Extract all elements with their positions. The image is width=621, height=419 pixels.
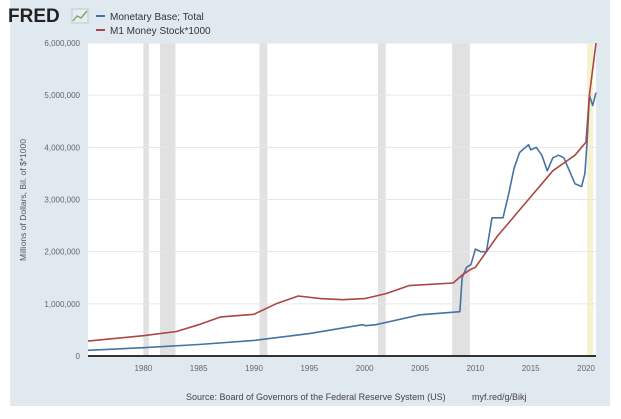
x-tick-label: 1980 [134,364,152,373]
x-tick-label: 2010 [466,364,484,373]
source-text: Source: Board of Governors of the Federa… [186,392,446,402]
m1-money-stock-line [87,42,597,342]
y-tick-label: 5,000,000 [44,91,80,100]
y-tick-label: 4,000,000 [44,143,80,152]
y-tick-label: 2,000,000 [44,248,80,257]
x-tick-label: 2020 [577,364,595,373]
x-tick-label: 2000 [356,364,374,373]
fred-logo-graph-icon [71,8,89,24]
fred-logo[interactable]: FRED [8,6,60,27]
x-tick-label: 2005 [411,364,429,373]
y-tick-label: 1,000,000 [44,300,80,309]
y-tick-label: 6,000,000 [44,39,80,48]
y-tick-label: 0 [76,352,81,361]
x-tick-label: 2015 [522,364,540,373]
legend-label-monetary-base: Monetary Base; Total [110,12,204,23]
x-tick-label: 1995 [300,364,318,373]
short-link[interactable]: myf.red/g/Bikj [472,392,527,402]
monetary-base-line [87,92,597,352]
x-tick-label: 1985 [190,364,208,373]
legend-label-m1: M1 Money Stock*1000 [110,26,211,37]
y-axis-label: Millions of Dollars, Bil. of $*1000 [18,139,28,261]
x-tick-label: 1990 [245,364,263,373]
y-tick-label: 3,000,000 [44,196,80,205]
